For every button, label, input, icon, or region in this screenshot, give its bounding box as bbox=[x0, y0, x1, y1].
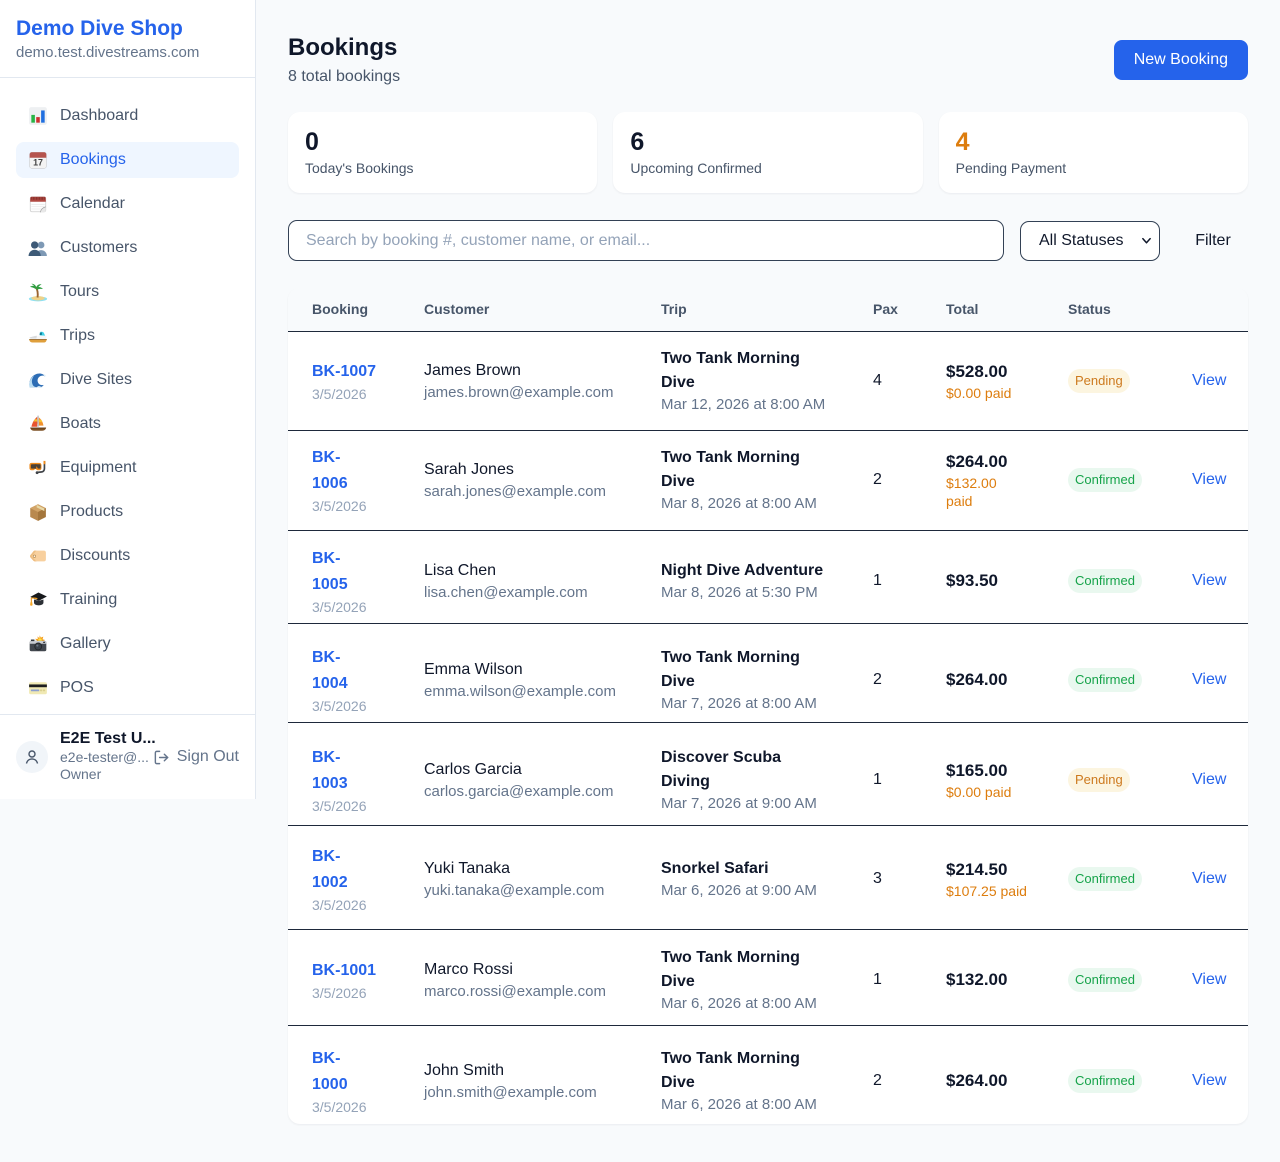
svg-text:17: 17 bbox=[33, 158, 43, 168]
